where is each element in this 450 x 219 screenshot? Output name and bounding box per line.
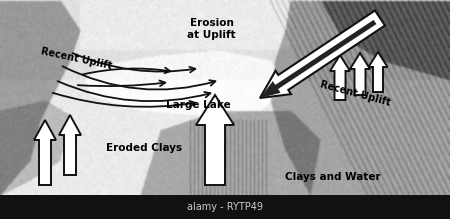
Bar (0, 195, 450, 219)
FancyArrow shape (34, 120, 56, 185)
FancyArrow shape (350, 53, 370, 95)
FancyArrow shape (196, 95, 234, 185)
FancyArrow shape (260, 11, 385, 98)
FancyArrow shape (369, 52, 387, 92)
Text: Recent Uplift: Recent Uplift (319, 79, 392, 108)
FancyArrow shape (260, 20, 376, 98)
FancyArrow shape (330, 55, 350, 100)
Text: Recent Uplift: Recent Uplift (40, 46, 113, 71)
Text: Clays and Water: Clays and Water (285, 172, 381, 182)
Text: Erosion
at Uplift: Erosion at Uplift (187, 18, 236, 40)
FancyArrow shape (59, 115, 81, 175)
Text: alamy - RYTP49: alamy - RYTP49 (187, 202, 263, 212)
Text: Large Lake: Large Lake (166, 100, 230, 110)
Text: Eroded Clays: Eroded Clays (106, 143, 182, 153)
